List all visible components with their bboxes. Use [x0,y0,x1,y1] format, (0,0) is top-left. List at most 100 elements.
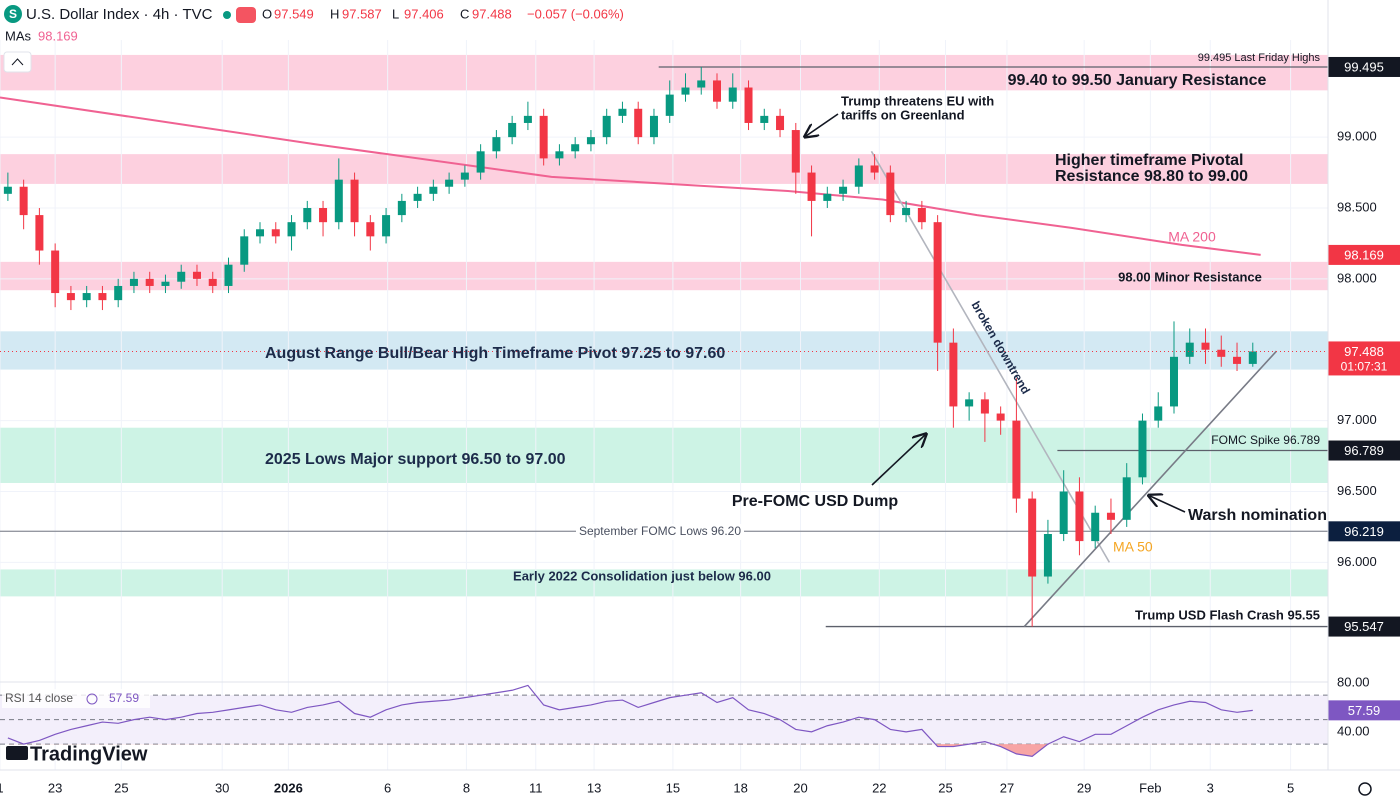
candle-body [807,172,816,201]
x-tick-label: 30 [215,780,229,795]
x-tick-label: 1 [0,780,4,795]
x-tick-label: 3 [1207,780,1214,795]
x-tick-label: 20 [793,780,807,795]
rsi-tick-label: 80.00 [1337,674,1370,689]
ohlc-label: C [460,6,469,21]
ohlc-label: O [262,6,272,21]
candle-body [697,80,706,88]
candle-body [523,115,532,123]
annotation-arrow [871,435,925,486]
candle-body [1043,534,1052,577]
price-box-label: 96.789 [1344,443,1384,458]
candle-body [649,115,658,138]
mas-label: MAs [5,28,32,43]
zone-label: 98.00 Minor Resistance [1118,269,1262,284]
candle-body [1122,477,1131,520]
candle-body [1169,356,1178,407]
price-box [1328,56,1400,77]
x-tick-label: 29 [1077,780,1091,795]
candle-body [634,108,643,138]
candle-body [1217,349,1226,357]
last-price-label: 97.488 [1344,344,1384,359]
rsi-name: RSI 14 close [5,691,73,705]
background-layer [0,40,1328,770]
candle-body [965,399,974,407]
candle-body [429,186,438,194]
level-note: 99.495 Last Friday Highs [1198,52,1321,64]
candle-body [1233,356,1242,364]
x-tick-label: 18 [733,780,747,795]
candle-body [713,80,722,102]
collapse-button[interactable] [3,51,32,73]
level-note: September FOMC Lows 96.20 [579,524,741,538]
candle-body [870,165,879,173]
candle-body [602,115,611,138]
candle-body [760,115,769,123]
rsi-legend-bg [2,689,150,708]
rsi-band-fill [0,695,1328,745]
zone [0,427,1328,483]
x-tick-label: 11 [529,780,543,795]
price-box [1328,616,1400,637]
y-tick-label: 96.500 [1337,483,1377,498]
candle-body [397,200,406,216]
price-box [1328,521,1400,542]
symbol-icon [4,5,22,23]
candle-body [287,222,296,237]
plot-layer [0,66,1328,628]
candle-body [82,293,91,301]
candle-body [334,179,343,223]
candle-body [366,222,375,237]
candle-body [980,399,989,414]
candle-body [886,172,895,216]
flag-icon[interactable] [236,7,256,23]
candle-body [492,137,501,152]
candle-body [129,278,138,286]
candle-body [256,229,265,237]
ohlc-value: 97.549 [274,6,314,21]
candle-body [460,172,469,180]
candle-body [161,281,170,286]
candle-body [145,278,154,286]
logo-icon [6,746,28,760]
zone [0,331,1328,370]
annotation-arrow [806,113,839,136]
price-box-label: 95.547 [1344,619,1384,634]
zone [0,154,1328,184]
candle-body [224,264,233,286]
annotation-arrow [1150,496,1186,513]
ma200-line [0,96,1261,256]
candle-body [839,186,848,194]
trendline [1023,350,1278,628]
x-tick-label: 13 [587,780,601,795]
candle-body [665,94,674,116]
candle-body [823,193,832,201]
x-tick-label: 22 [872,780,886,795]
price-box-label: 99.495 [1344,59,1384,74]
candle-body [555,151,564,159]
candle-body [933,222,942,343]
candle-body [1075,491,1084,542]
candle-body [1248,351,1257,364]
symbol-letter: S [9,7,17,21]
candle-body [1185,342,1194,357]
candle-body [902,208,911,216]
candle-body [744,87,753,123]
zone-label: Higher timeframe Pivotal [1055,152,1244,169]
price-box [1328,440,1400,461]
x-tick-label: 2026 [274,780,303,795]
y-tick-label: 97.000 [1337,412,1377,427]
candle-body [996,413,1005,421]
chevron-icon [11,58,24,66]
candle-body [350,179,359,223]
x-tick-label: Feb [1139,780,1161,795]
candle-body [539,115,548,159]
zone-label: August Range Bull/Bear High Timeframe Pi… [265,345,725,362]
candle-body [1091,512,1100,542]
x-tick-label: 15 [666,780,680,795]
x-tick-label: 25 [114,780,128,795]
x-tick-label: 27 [1000,780,1014,795]
candle-body [776,115,785,131]
settings-icon[interactable] [1358,782,1372,796]
